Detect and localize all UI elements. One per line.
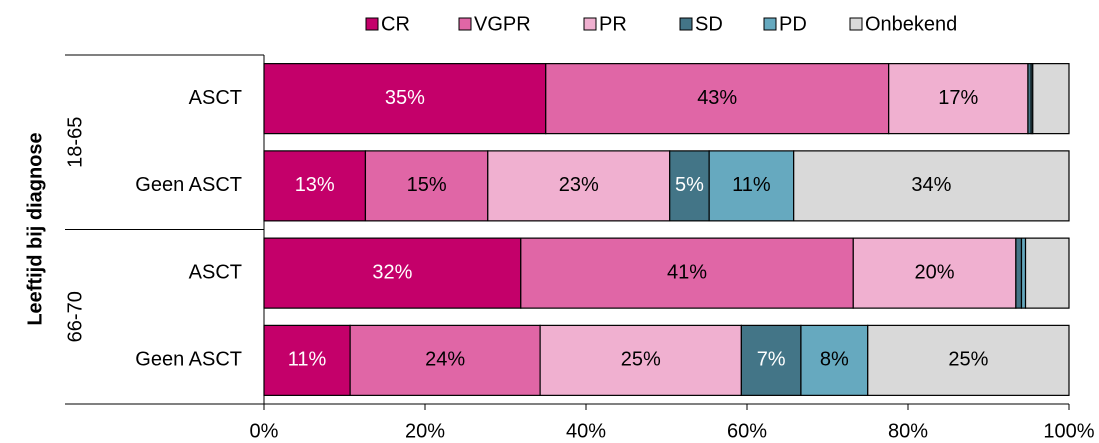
bar-segment — [349, 324, 541, 396]
data-label: 15% — [407, 174, 447, 196]
bar-segment — [800, 324, 869, 396]
bar-segment — [1024, 237, 1070, 309]
data-label: 35% — [385, 87, 425, 109]
bar-segment — [263, 237, 522, 309]
x-tick-label: 20% — [405, 420, 445, 442]
bar-segment — [545, 63, 890, 135]
data-label: 24% — [425, 349, 465, 371]
bar-segment — [263, 63, 547, 135]
y-tick-label: Geen ASCT — [135, 174, 242, 196]
legend-swatch — [849, 17, 863, 31]
data-label: 8% — [820, 349, 849, 371]
data-label: 20% — [915, 261, 955, 283]
legend-label: VGPR — [474, 13, 531, 35]
data-label: 11% — [288, 349, 327, 371]
bar-segment — [708, 150, 795, 222]
bar-segment — [520, 237, 854, 309]
bar-segment — [263, 324, 351, 396]
x-tick-label: 0% — [250, 420, 279, 442]
bar-segment — [793, 150, 1070, 222]
group-label: 18-65 — [64, 117, 86, 168]
data-label: 34% — [911, 174, 951, 196]
x-tick-label: 60% — [727, 420, 767, 442]
data-label: 7% — [757, 349, 786, 371]
legend-label: SD — [695, 13, 723, 35]
x-tick-label: 40% — [566, 420, 606, 442]
bar-segment — [669, 150, 710, 222]
legend-label: CR — [381, 13, 410, 35]
legend-swatch — [679, 17, 693, 31]
group-label: 66-70 — [64, 291, 86, 342]
y-tick-label: ASCT — [189, 261, 242, 283]
data-label: 41% — [667, 261, 707, 283]
legend-swatch — [763, 17, 777, 31]
data-label: 23% — [559, 174, 599, 196]
legend-swatch — [458, 17, 472, 31]
legend-label: PD — [779, 13, 807, 35]
data-label: 25% — [621, 349, 661, 371]
y-axis-title: Leeftijd bij diagnose — [24, 132, 46, 325]
bar-segment — [539, 324, 742, 396]
legend-swatch — [365, 17, 379, 31]
y-tick-label: Geen ASCT — [135, 349, 242, 371]
legend-label: PR — [599, 13, 627, 35]
data-label: 17% — [938, 87, 978, 109]
data-label: 43% — [697, 87, 737, 109]
data-label: 11% — [732, 174, 771, 196]
x-tick-label: 100% — [1043, 420, 1094, 442]
data-label: 13% — [295, 174, 335, 196]
bar-segment — [1020, 237, 1027, 309]
bar-segment — [364, 150, 489, 222]
x-tick-label: 80% — [888, 420, 928, 442]
legend-swatch — [583, 17, 597, 31]
data-label: 32% — [372, 261, 412, 283]
data-label: 5% — [675, 174, 704, 196]
y-tick-label: ASCT — [189, 87, 242, 109]
bar-segment — [740, 324, 802, 396]
bar-segment — [888, 63, 1029, 135]
data-label: 25% — [948, 349, 988, 371]
bar-segment — [1015, 237, 1023, 309]
bar-segment — [263, 150, 367, 222]
legend-label: Onbekend — [865, 13, 957, 35]
bar-segment — [867, 324, 1070, 396]
bar-segment — [1032, 63, 1070, 135]
bar-segment — [487, 150, 671, 222]
bar-segment — [852, 237, 1017, 309]
